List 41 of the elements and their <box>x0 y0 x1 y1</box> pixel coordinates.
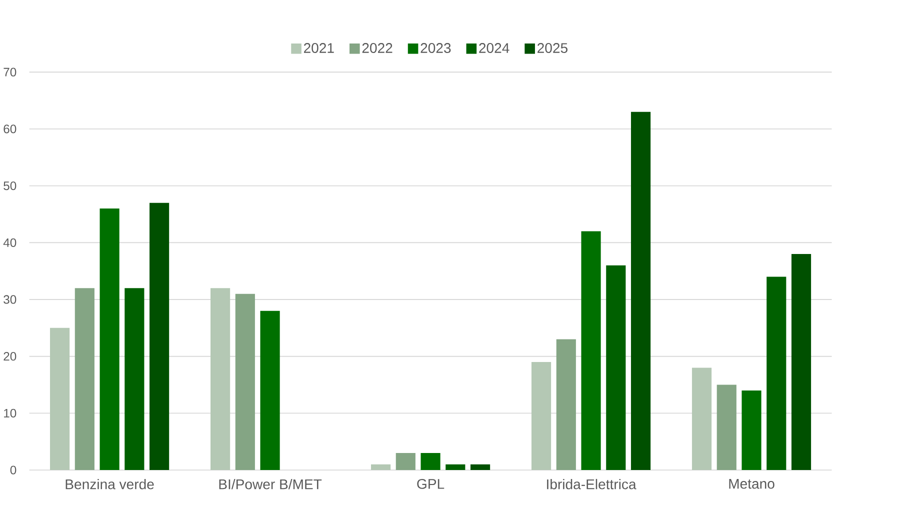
bar <box>556 339 576 470</box>
x-tick-label: Ibrida-Elettrica <box>547 479 636 490</box>
y-tick-label: 70 <box>4 68 16 77</box>
bar <box>124 288 144 470</box>
bar <box>531 362 552 470</box>
legend-label: 2021 <box>304 43 334 54</box>
x-tick-label: GPL <box>417 479 444 490</box>
bar <box>581 231 601 470</box>
bar <box>210 288 230 470</box>
bar <box>630 112 651 470</box>
bar <box>606 266 626 470</box>
bar <box>470 464 490 470</box>
y-tick-label: 20 <box>4 352 16 361</box>
legend-label: 2022 <box>362 43 392 54</box>
bar <box>396 453 416 470</box>
y-tick-label: 50 <box>4 182 16 190</box>
legend-label: 2023 <box>420 43 451 54</box>
bar <box>742 390 762 470</box>
bar <box>150 203 170 470</box>
bar <box>692 368 712 470</box>
y-tick-label: 60 <box>4 124 16 134</box>
bar <box>420 453 440 470</box>
bar <box>446 464 466 470</box>
bar <box>74 288 94 470</box>
x-tick-label: Benzina verde <box>66 479 154 490</box>
bar <box>260 311 280 470</box>
y-tick-label: 40 <box>3 238 16 248</box>
bar <box>235 294 255 470</box>
legend-label: 2024 <box>479 43 510 54</box>
x-tick-label: Metano <box>729 479 774 489</box>
y-tick-label: 0 <box>10 466 16 475</box>
y-tick-label: 10 <box>4 409 16 418</box>
bar <box>766 276 786 470</box>
legend-label: 2025 <box>538 43 568 54</box>
bar <box>370 464 391 470</box>
x-tick-label: BI/Power B/MET <box>219 479 322 490</box>
bar <box>100 208 120 470</box>
bar <box>716 384 736 470</box>
bar <box>791 254 812 470</box>
bar <box>50 328 70 470</box>
y-tick-label: 30 <box>4 295 16 304</box>
